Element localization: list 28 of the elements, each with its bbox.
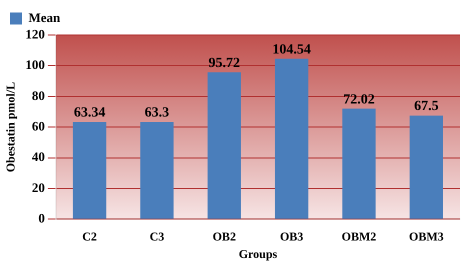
y-tick-label: 100 xyxy=(25,57,45,72)
x-tick-label: OBM3 xyxy=(408,229,444,244)
bar xyxy=(342,108,376,219)
data-label: 104.54 xyxy=(272,42,311,58)
x-tick-label: C3 xyxy=(150,229,164,244)
y-tick-label: 120 xyxy=(25,26,45,42)
data-label: 63.34 xyxy=(74,106,106,121)
legend-label: Mean xyxy=(28,10,62,25)
x-tick-label: C2 xyxy=(82,229,97,244)
data-label: 95.72 xyxy=(208,56,240,71)
data-label: 67.5 xyxy=(414,99,439,114)
bar xyxy=(72,122,106,219)
data-label: 72.02 xyxy=(343,92,375,108)
y-tick-label: 20 xyxy=(32,180,45,195)
data-label: 63.3 xyxy=(144,106,170,121)
bar xyxy=(410,116,443,219)
x-tick-label: OB3 xyxy=(280,229,304,244)
x-tick-label: OBM2 xyxy=(342,229,376,244)
y-tick-label: 0 xyxy=(38,210,45,226)
bar xyxy=(274,58,308,219)
y-tick-label: 40 xyxy=(32,149,45,164)
y-tick-label: 80 xyxy=(32,88,45,103)
x-tick-label: OB2 xyxy=(212,229,236,244)
x-axis-title: Groups xyxy=(238,246,278,261)
y-tick-label: 60 xyxy=(32,118,45,134)
bar xyxy=(208,72,241,219)
y-axis-title: Obestatin pmol/L xyxy=(3,82,18,172)
bar xyxy=(140,122,174,219)
